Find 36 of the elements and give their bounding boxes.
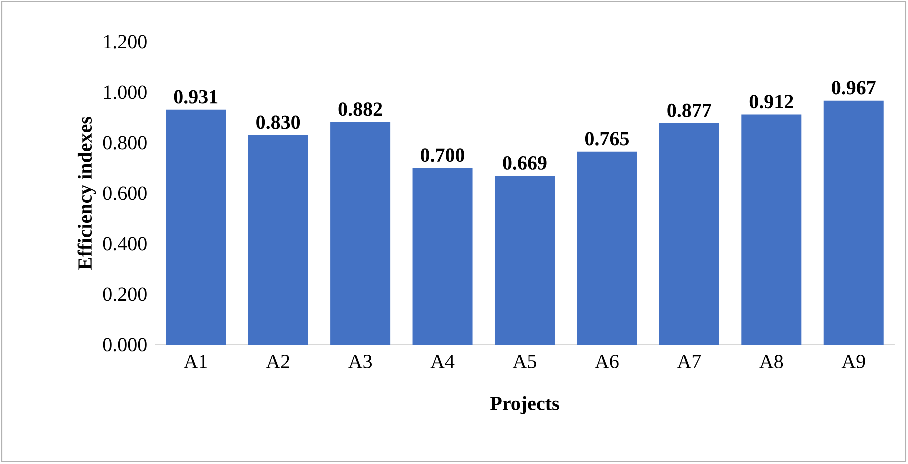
data-label: 0.765: [585, 132, 629, 146]
bar: [248, 135, 308, 345]
data-label: 0.830: [256, 116, 300, 130]
x-tick-label: A9: [842, 355, 866, 368]
x-tick-label: A7: [677, 355, 702, 368]
bar: [824, 100, 884, 345]
x-axis-title: Projects: [490, 396, 560, 414]
y-tick-label: 1.200: [104, 35, 147, 49]
x-tick-label: A1: [184, 355, 208, 368]
data-label: 0.931: [174, 90, 218, 104]
x-tick-label: A3: [348, 355, 372, 368]
y-tick-label: 0.200: [103, 288, 147, 302]
bar: [742, 114, 802, 345]
data-label: 0.967: [832, 81, 876, 95]
y-tick-label: 0.800: [103, 136, 147, 150]
bar: [494, 176, 555, 345]
bar: [330, 122, 391, 345]
bar: [412, 168, 473, 345]
y-tick-label: 0.000: [103, 338, 147, 352]
y-tick-label: 0.600: [103, 186, 147, 200]
data-label: 0.882: [338, 102, 382, 116]
x-tick-label: A8: [760, 355, 784, 369]
bar: [659, 124, 720, 345]
y-axis-title: Efficiency indexes: [78, 117, 96, 270]
bar: [577, 152, 638, 345]
bar: [166, 110, 226, 345]
data-label: 0.912: [750, 95, 794, 109]
x-tick-label: A6: [595, 355, 619, 368]
y-tick-label: 0.400: [103, 237, 147, 251]
x-tick-label: A5: [512, 355, 536, 368]
data-label: 0.877: [668, 104, 712, 118]
x-tick-label: A4: [430, 355, 455, 368]
data-label: 0.700: [421, 148, 465, 162]
data-label: 0.669: [503, 156, 547, 170]
y-tick-label: 1.000: [104, 86, 147, 100]
x-tick-label: A2: [266, 355, 290, 368]
